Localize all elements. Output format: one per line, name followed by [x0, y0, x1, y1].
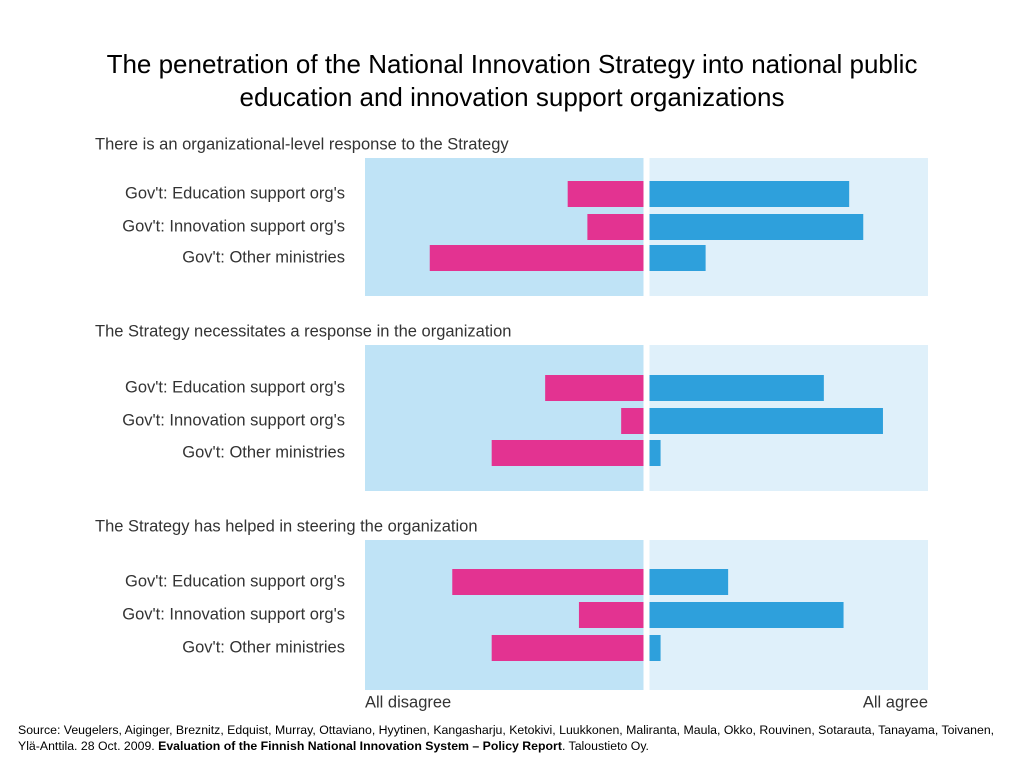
panel-bg-left	[365, 345, 647, 491]
title-line: The penetration of the National Innovati…	[107, 49, 918, 79]
chart: The penetration of the National Innovati…	[95, 49, 928, 711]
bar	[649, 408, 883, 434]
bar	[578, 602, 644, 628]
bar	[452, 569, 644, 595]
panel-title: The Strategy has helped in steering the …	[95, 517, 478, 535]
title-line: education and innovation support organiz…	[240, 82, 785, 112]
center-divider	[643, 345, 650, 491]
category-label: Gov't: Other ministries	[182, 638, 345, 656]
category-label: Gov't: Innovation support org's	[122, 411, 345, 429]
bar	[491, 440, 644, 466]
panel-title: There is an organizational-level respons…	[95, 135, 509, 153]
bar	[649, 181, 850, 207]
panel-title: The Strategy necessitates a response in …	[95, 322, 511, 340]
bar	[649, 375, 824, 401]
category-label: Gov't: Innovation support org's	[122, 217, 345, 235]
category-label: Gov't: Other ministries	[182, 248, 345, 266]
center-divider	[643, 158, 650, 296]
bar	[649, 245, 706, 271]
bar	[649, 635, 661, 661]
bar	[491, 635, 644, 661]
bar	[429, 245, 644, 271]
source-text: . Taloustieto Oy.	[561, 739, 649, 753]
category-label: Gov't: Education support org's	[125, 572, 345, 590]
source-text: Source: Veugelers, Aiginger, Breznitz, E…	[18, 723, 995, 753]
category-label: Gov't: Other ministries	[182, 443, 345, 461]
category-label: Gov't: Innovation support org's	[122, 605, 345, 623]
category-label: Gov't: Education support org's	[125, 184, 345, 202]
bar	[567, 181, 644, 207]
bar	[621, 408, 644, 434]
bar	[649, 602, 844, 628]
source-note: Source: Veugelers, Aiginger, Breznitz, E…	[18, 722, 1013, 754]
source-report: Evaluation of the Finnish National Innov…	[158, 739, 562, 753]
x-tick-label: All agree	[863, 693, 928, 711]
bar	[649, 569, 729, 595]
center-divider	[643, 540, 650, 690]
bar	[587, 214, 644, 240]
bar	[545, 375, 644, 401]
x-tick-label: All disagree	[365, 693, 451, 711]
bar	[649, 214, 864, 240]
category-label: Gov't: Education support org's	[125, 378, 345, 396]
bar	[649, 440, 661, 466]
